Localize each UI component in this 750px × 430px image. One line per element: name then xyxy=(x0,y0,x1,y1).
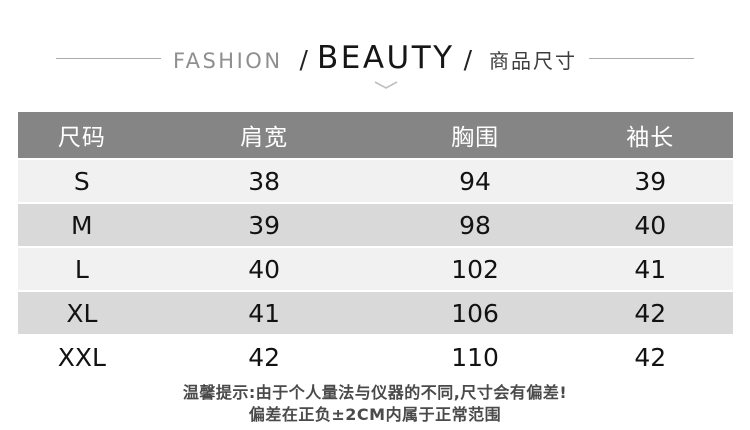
cell-shoulder: 38 xyxy=(146,160,383,202)
cell-shoulder: 42 xyxy=(146,336,383,378)
cell-shoulder: 40 xyxy=(146,248,383,290)
cell-bust: 110 xyxy=(382,336,569,378)
table-header-row: 尺码 肩宽 胸围 袖长 xyxy=(17,112,733,158)
cell-size: XL xyxy=(17,292,147,334)
brand-fashion-label: FASHION xyxy=(172,49,283,73)
table-row-l: L 40 102 41 xyxy=(17,248,733,290)
cell-sleeve: 41 xyxy=(568,248,733,290)
cell-size: XXL xyxy=(17,336,147,378)
cell-sleeve: 42 xyxy=(568,292,733,334)
table-row-m: M 39 98 40 xyxy=(17,204,733,246)
table-row-xl: XL 41 106 42 xyxy=(17,292,733,334)
cell-bust: 98 xyxy=(382,204,569,246)
brand-beauty-label: BEAUTY xyxy=(316,40,455,76)
col-header-sleeve: 袖长 xyxy=(568,112,733,158)
cell-sleeve: 40 xyxy=(568,204,733,246)
cell-shoulder: 41 xyxy=(146,292,383,334)
cell-sleeve: 42 xyxy=(568,336,733,378)
slash-separator: / xyxy=(299,45,308,74)
col-header-bust: 胸围 xyxy=(382,112,569,158)
size-table: 尺码 肩宽 胸围 袖长 S 38 94 39 M 39 98 40 L 40 xyxy=(17,110,733,380)
table-row-s: S 38 94 39 xyxy=(17,160,733,202)
brand-beauty-wrap: BEAUTY xyxy=(316,40,455,89)
col-header-shoulder: 肩宽 xyxy=(146,112,383,158)
cell-bust: 102 xyxy=(382,248,569,290)
slash-separator: / xyxy=(463,45,473,74)
cell-bust: 94 xyxy=(382,160,569,202)
title-band: FASHION / BEAUTY / 商品尺寸 xyxy=(0,0,750,89)
cell-bust: 106 xyxy=(382,292,569,334)
cell-size: L xyxy=(17,248,147,290)
note-line-1: 温馨提示:由于个人量法与仪器的不同,尺寸会有偏差! xyxy=(182,383,568,402)
chevron-down-icon xyxy=(374,81,398,89)
note-line-2: 偏差在正负±2CM内属于正常范围 xyxy=(248,405,502,424)
cell-size: S xyxy=(17,160,147,202)
table-row-xxl: XXL 42 110 42 xyxy=(17,336,733,378)
footer-note: 温馨提示:由于个人量法与仪器的不同,尺寸会有偏差! 偏差在正负±2CM内属于正常… xyxy=(0,382,750,426)
col-header-size: 尺码 xyxy=(17,112,147,158)
section-title: 商品尺寸 xyxy=(489,49,578,73)
cell-sleeve: 39 xyxy=(568,160,733,202)
right-divider-line xyxy=(589,57,695,59)
left-divider-line xyxy=(55,57,161,59)
cell-shoulder: 39 xyxy=(146,204,383,246)
cell-size: M xyxy=(17,204,147,246)
